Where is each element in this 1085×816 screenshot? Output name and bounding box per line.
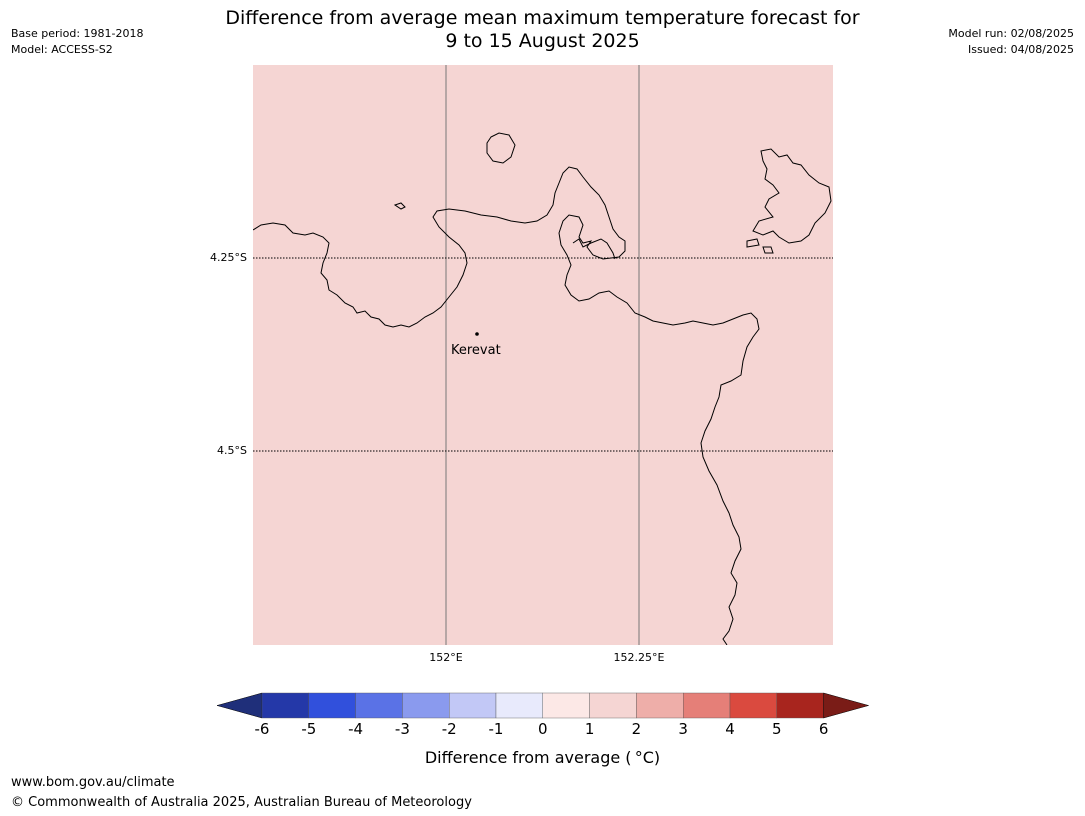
lat-label-4-5s: 4.5°S [217, 444, 247, 457]
colorbar-segment [776, 692, 824, 719]
lon-label-152e: 152°E [429, 651, 463, 664]
colorbar-segment [542, 692, 590, 719]
colorbar [216, 692, 870, 719]
kerevat-marker [475, 332, 479, 336]
duke-of-york-islands [746, 148, 832, 254]
model-run-text: Model run: 02/08/2025 [948, 27, 1074, 40]
colorbar-tick-label: 6 [818, 720, 829, 738]
colorbar-segment [308, 692, 356, 719]
footer-url[interactable]: www.bom.gov.au/climate [11, 775, 175, 790]
colorbar-under-arrow [216, 692, 263, 719]
colorbar-over-arrow [823, 692, 870, 719]
model-text: Model: ACCESS-S2 [11, 43, 113, 56]
colorbar-segment [402, 692, 450, 719]
colorbar-label: Difference from average ( °C) [424, 748, 661, 767]
colorbar-tick-label: -4 [348, 720, 364, 738]
title-line-2: 9 to 15 August 2025 [445, 30, 640, 52]
colorbar-tick-label: 0 [538, 720, 548, 738]
colorbar-tick-label: 1 [584, 720, 595, 738]
place-label-kerevat: Kerevat [451, 343, 501, 358]
colorbar-segment [683, 692, 731, 719]
colorbar-tick-label: -3 [394, 720, 410, 738]
lat-label-4-25s: 4.25°S [210, 251, 247, 264]
colorbar-segment [589, 692, 637, 719]
colorbar-tick-label: 2 [631, 720, 642, 738]
colorbar-tick-label: 4 [725, 720, 735, 738]
coastline [252, 166, 760, 646]
map-title: Difference from average mean maximum tem… [0, 7, 1085, 53]
footer-copyright: © Commonwealth of Australia 2025, Austra… [11, 795, 472, 810]
colorbar-segment [355, 692, 403, 719]
colorbar-tick-label: -2 [441, 720, 457, 738]
colorbar-segment [636, 692, 684, 719]
colorbar-segment [495, 692, 543, 719]
colorbar-segment [261, 692, 309, 719]
island-small-west [393, 202, 406, 210]
colorbar-segment [729, 692, 777, 719]
island-north [486, 132, 516, 164]
map-svg [252, 65, 833, 646]
inner-coast [572, 238, 616, 260]
base-period-text: Base period: 1981-2018 [11, 27, 144, 40]
colorbar-segment [448, 692, 497, 719]
colorbar-tick-label: 5 [772, 720, 782, 738]
map-panel[interactable] [252, 65, 833, 646]
colorbar-tick-label: 3 [678, 720, 688, 738]
colorbar-tick-label: -6 [254, 720, 270, 738]
issued-text: Issued: 04/08/2025 [967, 43, 1074, 56]
colorbar-tick-label: -1 [488, 720, 504, 738]
map-background [253, 65, 833, 645]
lon-label-152-25e: 152.25°E [613, 651, 665, 664]
title-line-1: Difference from average mean maximum tem… [225, 7, 860, 29]
colorbar-tick-label: -5 [301, 720, 317, 738]
